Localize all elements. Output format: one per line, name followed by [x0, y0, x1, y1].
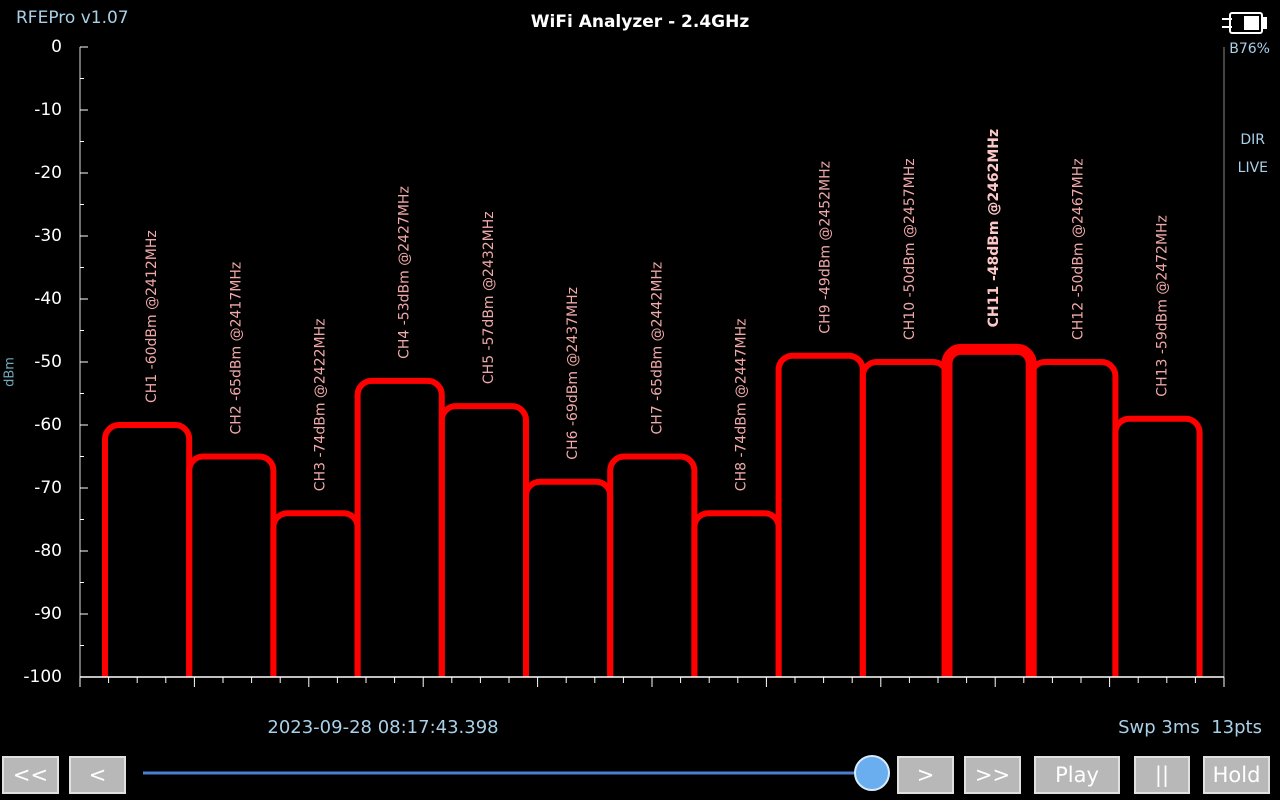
channel-label: CH10 -50dBm @2457MHz	[902, 158, 918, 340]
y-tick-label: -80	[34, 541, 62, 561]
channel-bar	[1112, 415, 1203, 677]
y-tick-label: -40	[34, 289, 62, 309]
channel-label: CH4 -53dBm @2427MHz	[397, 186, 413, 359]
channel-bar	[438, 403, 529, 677]
button[interactable]	[1203, 756, 1270, 794]
channel-bar	[775, 352, 866, 677]
app-version: RFEPro v1.07	[16, 8, 129, 28]
channel-label: CH1 -60dBm @2412MHz	[144, 230, 160, 403]
y-tick-label: -30	[34, 226, 62, 246]
y-axis-label: dBm	[3, 357, 18, 387]
button-label[interactable]: <	[89, 763, 107, 787]
y-tick-label: -100	[23, 667, 62, 687]
y-tick-label: -20	[34, 163, 62, 183]
y-tick-label: 0	[51, 37, 62, 57]
toolbar: << < > >> Play || Hold	[2, 756, 1270, 794]
y-tick-label: -90	[34, 604, 62, 624]
channel-label: CH2 -65dBm @2417MHz	[228, 262, 244, 435]
button-label[interactable]: >	[917, 763, 935, 787]
button[interactable]	[69, 756, 126, 794]
channel-label: CH5 -57dBm @2432MHz	[481, 211, 497, 384]
plot: 0 -10 -20 -30 -40 -50 -60 -70 -80 -90 -100 CH1 -60d…	[23, 37, 1225, 687]
chart-title: WiFi Analyzer - 2.4GHz	[531, 12, 750, 32]
button[interactable]	[897, 756, 954, 794]
channel-label: CH11 -48dBm @2462MHz	[986, 129, 1002, 328]
button[interactable]	[2, 756, 59, 794]
channel-bar	[607, 453, 698, 677]
button-label[interactable]: Play	[1055, 763, 1099, 787]
button[interactable]	[1034, 756, 1120, 794]
button-label[interactable]: >>	[975, 763, 1010, 787]
button-label[interactable]: ||	[1155, 763, 1169, 788]
button-label[interactable]: Hold	[1213, 763, 1261, 787]
channel-bar	[354, 377, 445, 677]
channel-label: CH13 -59dBm @2472MHz	[1155, 215, 1171, 397]
channel-bar	[1028, 359, 1119, 677]
y-tick-label: -10	[34, 100, 62, 120]
sweep-info: Swp 3ms 13pts	[1118, 717, 1262, 738]
timestamp: 2023-09-28 08:17:43.398	[267, 717, 498, 738]
button[interactable]	[1134, 756, 1190, 794]
channel-label: CH8 -74dBm @2447MHz	[734, 318, 750, 491]
channel-label: CH3 -74dBm @2422MHz	[313, 318, 329, 491]
button[interactable]	[964, 756, 1021, 794]
channel-bar	[186, 453, 277, 677]
y-tick-label: -60	[34, 415, 62, 435]
battery-icon	[1222, 12, 1267, 34]
state: LIVE	[1238, 160, 1268, 176]
y-tick-label: -50	[34, 352, 62, 372]
channel-label: CH6 -69dBm @2437MHz	[565, 287, 581, 460]
mode: DIR	[1240, 132, 1265, 148]
button-label[interactable]: <<	[13, 763, 48, 787]
slider-knob[interactable]	[854, 755, 890, 791]
channel-label: CH12 -50dBm @2467MHz	[1070, 158, 1086, 340]
y-tick-label: -70	[34, 478, 62, 498]
battery-level: B76%	[1229, 41, 1270, 57]
channel-bar	[941, 343, 1037, 677]
channel-label: CH9 -49dBm @2452MHz	[818, 161, 834, 334]
channel-label: CH7 -65dBm @2442MHz	[649, 262, 665, 435]
channel-bar	[102, 422, 193, 677]
